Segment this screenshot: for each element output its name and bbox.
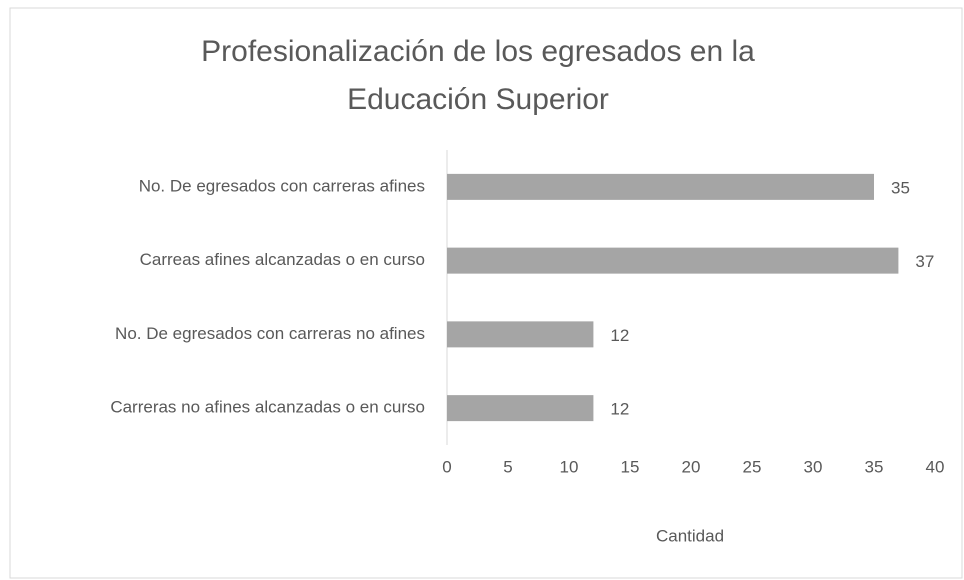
chart-title: Profesionalización de los egresados en l… xyxy=(201,35,755,116)
bar xyxy=(447,321,594,348)
y-tick-label: Carreras no afines alcanzadas o en curso xyxy=(110,398,425,417)
x-axis-label: Cantidad xyxy=(656,526,724,545)
value-label: 12 xyxy=(610,326,629,345)
x-tick-label: 20 xyxy=(682,457,701,476)
y-tick-label: No. De egresados con carreras no afines xyxy=(115,324,425,343)
x-tick-label: 30 xyxy=(804,457,823,476)
y-tick-label: Carreas afines alcanzadas o en curso xyxy=(140,250,425,269)
bar xyxy=(447,247,899,274)
x-tick-label: 35 xyxy=(865,457,884,476)
y-tick-label: No. De egresados con carreras afines xyxy=(139,176,425,195)
chart-frame xyxy=(9,7,963,579)
bar xyxy=(447,395,594,422)
x-tick-label: 25 xyxy=(743,457,762,476)
x-tick-label: 5 xyxy=(503,457,512,476)
x-tick-label: 40 xyxy=(926,457,945,476)
bar xyxy=(447,173,874,200)
value-label: 37 xyxy=(915,252,934,271)
x-tick-label: 15 xyxy=(621,457,640,476)
x-tick-label: 10 xyxy=(560,457,579,476)
value-label: 35 xyxy=(891,178,910,197)
value-label: 12 xyxy=(610,400,629,419)
x-tick-label: 0 xyxy=(442,457,451,476)
